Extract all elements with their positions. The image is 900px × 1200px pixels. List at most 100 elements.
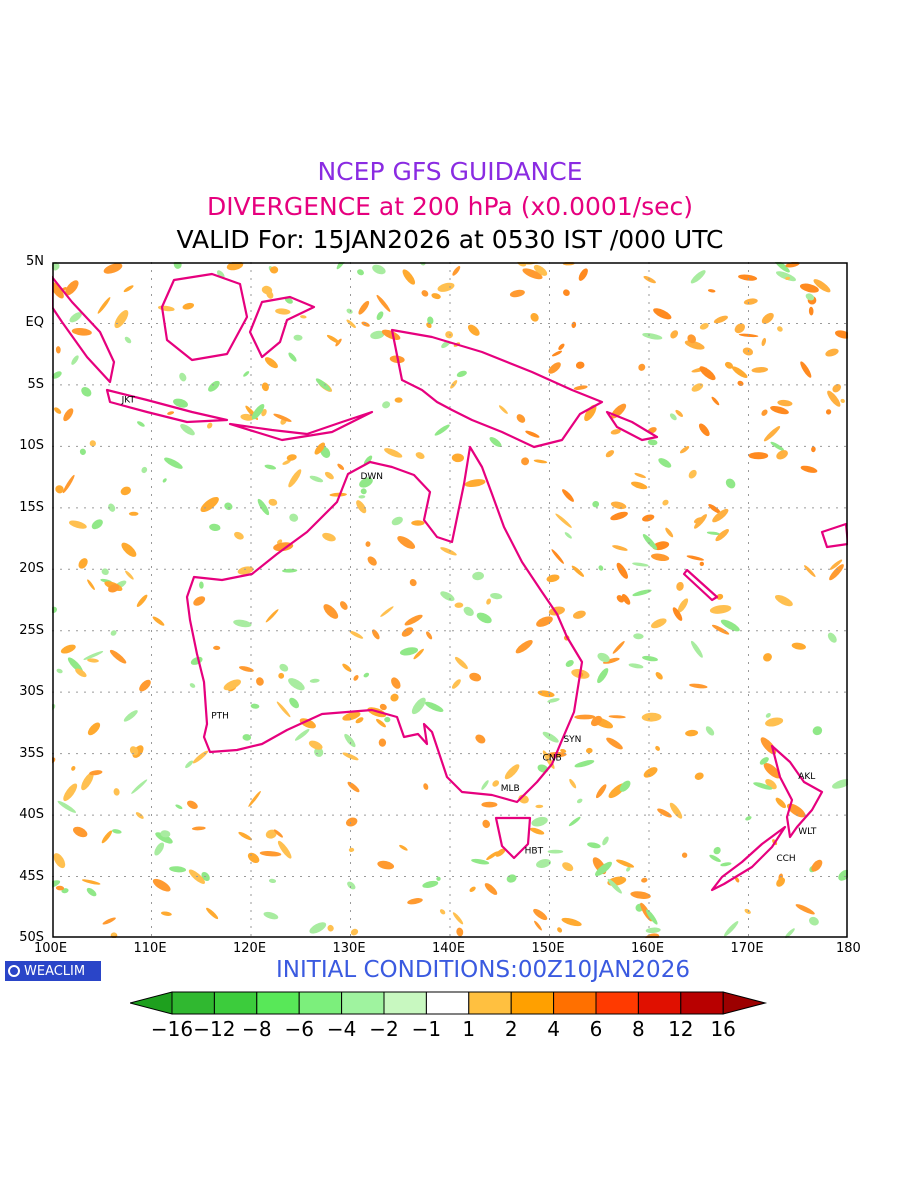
divergence-patch — [451, 679, 461, 689]
divergence-patch — [813, 279, 831, 293]
divergence-patch — [642, 655, 658, 662]
divergence-patch — [516, 414, 526, 423]
divergence-patch — [78, 558, 88, 569]
divergence-patch — [384, 716, 391, 723]
divergence-patch — [770, 441, 785, 451]
latitude-label: 50S — [19, 930, 44, 945]
divergence-patch — [745, 816, 752, 821]
divergence-patch — [643, 275, 656, 284]
city-label: DWN — [360, 472, 383, 482]
weaclim-logo: WEACLIM — [5, 961, 101, 981]
divergence-patch — [573, 385, 588, 390]
divergence-patch — [761, 337, 767, 347]
divergence-patch — [179, 372, 187, 382]
divergence-patch — [578, 268, 588, 281]
divergence-patch — [688, 469, 697, 479]
divergence-patch — [113, 788, 120, 796]
divergence-patch — [180, 424, 195, 436]
coast-tasmania — [494, 816, 532, 860]
divergence-patch — [206, 907, 219, 920]
longitude-label: 110E — [133, 941, 167, 956]
divergence-patch — [367, 556, 377, 566]
legend-swatch — [510, 991, 555, 1015]
divergence-patch — [128, 511, 139, 516]
divergence-patch — [322, 532, 336, 542]
divergence-patch — [426, 631, 433, 640]
divergence-patch — [490, 593, 503, 600]
divergence-patch — [646, 909, 658, 925]
divergence-patch — [266, 290, 274, 299]
divergence-patch — [342, 663, 352, 672]
latitude-label: EQ — [25, 315, 44, 331]
divergence-patch — [612, 545, 628, 551]
divergence-patch — [610, 511, 628, 521]
divergence-patch — [103, 263, 123, 274]
divergence-patch — [679, 446, 690, 454]
divergence-patch — [657, 808, 672, 818]
coast-new-caledonia — [682, 568, 719, 602]
divergence-patch — [653, 308, 672, 320]
divergence-patch — [157, 305, 175, 312]
divergence-patch — [469, 886, 476, 892]
divergence-patch — [213, 645, 221, 651]
divergence-patch — [391, 677, 401, 689]
divergence-patch — [748, 452, 769, 460]
legend-swatch — [595, 991, 639, 1015]
divergence-patch — [546, 574, 560, 583]
divergence-patch — [504, 764, 520, 780]
divergence-patch — [73, 826, 88, 838]
divergence-patch — [209, 523, 221, 532]
legend-swatch — [383, 991, 427, 1015]
divergence-patch — [293, 334, 303, 341]
divergence-patch — [207, 422, 213, 429]
divergence-patch — [551, 350, 563, 357]
city-label: JKT — [121, 396, 136, 406]
divergence-patch — [390, 693, 399, 702]
coast-nz-south — [710, 825, 787, 892]
divergence-patch — [690, 270, 706, 284]
divergence-patch — [591, 715, 602, 727]
divergence-patch — [650, 553, 670, 562]
latitude-label: 35S — [19, 745, 44, 761]
divergence-patch — [264, 357, 278, 369]
coast-timor — [228, 410, 374, 442]
divergence-patch — [795, 904, 815, 915]
legend-label: 2 — [504, 1017, 518, 1041]
longitude-label: 160E — [631, 941, 665, 956]
divergence-patch — [160, 911, 172, 916]
divergence-patch — [350, 928, 359, 936]
divergence-patch — [452, 912, 464, 925]
divergence-patch — [765, 713, 771, 718]
divergence-patch — [672, 607, 683, 621]
divergence-patch — [785, 276, 791, 281]
divergence-patch — [129, 746, 139, 756]
divergence-patch — [711, 624, 730, 635]
divergence-patch — [689, 683, 708, 689]
divergence-patch — [472, 571, 484, 581]
title-line-3: VALID For: 15JAN2026 at 0530 IST /000 UT… — [176, 225, 724, 254]
divergence-patch — [377, 860, 395, 870]
divergence-patch — [738, 274, 758, 281]
latitude-label: 10S — [19, 438, 44, 454]
divergence-patch — [91, 519, 103, 530]
divergence-patch — [248, 790, 261, 807]
divergence-patch — [521, 457, 530, 466]
latitude-label: 5S — [27, 376, 44, 392]
divergence-patch — [120, 486, 131, 496]
divergence-patch — [268, 498, 278, 506]
divergence-patch — [315, 378, 331, 391]
divergence-patch — [358, 495, 366, 499]
divergence-patch — [557, 927, 563, 933]
legend-arrow-left — [130, 991, 173, 1015]
divergence-patch — [684, 340, 705, 350]
divergence-patch — [642, 514, 655, 522]
divergence-patch — [631, 481, 648, 490]
divergence-patch — [223, 679, 241, 691]
divergence-patch — [709, 604, 732, 614]
divergence-patch — [265, 609, 279, 623]
divergence-patch — [699, 323, 709, 330]
divergence-patch — [52, 371, 62, 379]
divergence-patch — [685, 729, 699, 737]
divergence-patch — [314, 747, 324, 757]
divergence-patch — [542, 731, 559, 743]
